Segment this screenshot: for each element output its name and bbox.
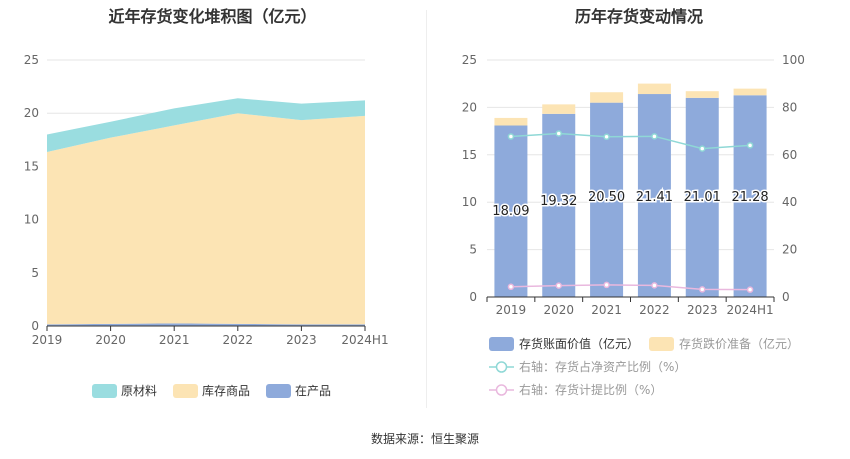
area-chart-canvas: 0 5 10 15 20 25 2019 2020 2021 2022 2023 2024H1 原材料 库… [24,53,389,398]
bar-存货跌价准备（亿元） [685,91,719,98]
panel-divider [426,10,427,408]
legend-label: 右轴：存货计提比例（%） [519,382,662,397]
y2-tick-label: 0 [782,290,790,304]
y-tick-label: 0 [31,319,39,333]
legend-swatch [266,384,291,398]
bar-存货跌价准备（亿元） [733,88,767,96]
legend-label: 右轴：存货占净资产比例（%） [519,359,686,374]
legend-label: 原材料 [121,384,157,398]
y2-tick-label: 60 [782,148,797,162]
legend-label: 库存商品 [202,383,250,398]
line-point [699,145,706,152]
area-库存商品 [47,113,365,325]
chart-title: 近年存货变化堆积图（亿元） [108,7,317,26]
line-point [555,130,562,137]
y-tick-label: 5 [469,243,477,257]
line-右轴：存货占净资产比例（%） [510,132,751,150]
line-point [651,282,658,289]
x-tick-label: 2019 [496,303,527,317]
legend-swatch [173,384,198,398]
bar-chart-canvas: 0 5 10 15 20 25 0 20 40 60 80 100 18.09 19.32 20.50 21.… [462,53,805,397]
x-tick-label: 2022 [639,303,670,317]
x-tick-label: 2024H1 [726,303,773,317]
line-point [507,283,515,291]
line-point [651,133,658,140]
bar-value-label: 21.41 [636,190,673,205]
legend-label: 存货跌价准备（亿元） [679,336,799,351]
legend-swatch [489,337,514,351]
x-tick-label: 2022 [223,333,254,347]
legend-swatch [649,337,674,351]
y2-tick-label: 100 [782,53,805,67]
y-tick-label: 5 [31,266,39,280]
y2-tick-label: 20 [782,243,797,257]
legend-label: 存货账面价值（亿元） [519,336,639,351]
y-tick-label: 20 [24,106,39,120]
bar-存货账面价值（亿元） [685,97,719,298]
line-point [603,281,610,289]
y-tick-label: 10 [462,195,477,209]
y2-tick-label: 40 [782,195,797,209]
bar-存货跌价准备（亿元） [637,83,671,95]
x-tick-label: 2020 [543,303,574,317]
line-point [746,286,754,293]
y-tick-label: 15 [462,148,477,162]
y-tick-label: 20 [462,100,477,114]
x-tick-label: 2021 [591,303,622,317]
x-tick-label: 2024H1 [341,333,388,347]
bar-value-label: 18.09 [492,204,529,219]
legend-marker [495,361,508,373]
legend-label: 在产品 [295,384,331,398]
y-tick-label: 25 [462,53,477,67]
bar-value-label: 21.28 [731,190,768,205]
x-tick-label: 2021 [159,333,190,347]
bar-value-label: 20.50 [588,190,625,205]
line-右轴：存货计提比例（%） [510,284,751,291]
x-tick-label: 2023 [286,333,317,347]
bar-存货账面价值（亿元） [637,94,671,297]
bar-存货跌价准备（亿元） [542,104,576,114]
line-point [555,282,562,289]
chart-title: 历年存货变动情况 [574,7,703,26]
area-在产品 [47,323,365,326]
y-tick-label: 10 [24,213,39,227]
bar-value-label: 19.32 [540,194,577,209]
data-source-note: 数据来源：恒生聚源 [370,432,479,446]
x-tick-label: 2023 [687,303,718,317]
line-point [699,286,706,293]
line-point [507,133,515,140]
bar-存货账面价值（亿元） [542,113,576,297]
legend-swatch [92,384,117,398]
y-tick-label: 25 [24,53,39,67]
bar-存货跌价准备（亿元） [494,117,528,126]
y-tick-label: 15 [24,159,39,173]
y2-tick-label: 80 [782,100,797,114]
legend-marker [495,384,508,396]
y-tick-label: 0 [469,290,477,304]
bar-存货跌价准备（亿元） [590,92,624,103]
x-tick-label: 2019 [32,333,63,347]
bar-value-label: 21.01 [684,190,721,205]
line-point [746,142,754,149]
bar-存货账面价值（亿元） [733,95,767,298]
inventory-change-bar-chart: 历年存货变动情况 0 5 10 15 20 25 0 20 40 60 80 100 18.09 19.3… [428,0,850,420]
area-原材料 [47,98,365,153]
x-tick-label: 2020 [95,333,126,347]
inventory-stacked-area-chart: 近年存货变化堆积图（亿元） 0 5 10 15 20 25 2019 2020 2021 2022… [0,0,425,420]
bar-存货账面价值（亿元） [494,125,528,297]
line-point [603,133,610,141]
